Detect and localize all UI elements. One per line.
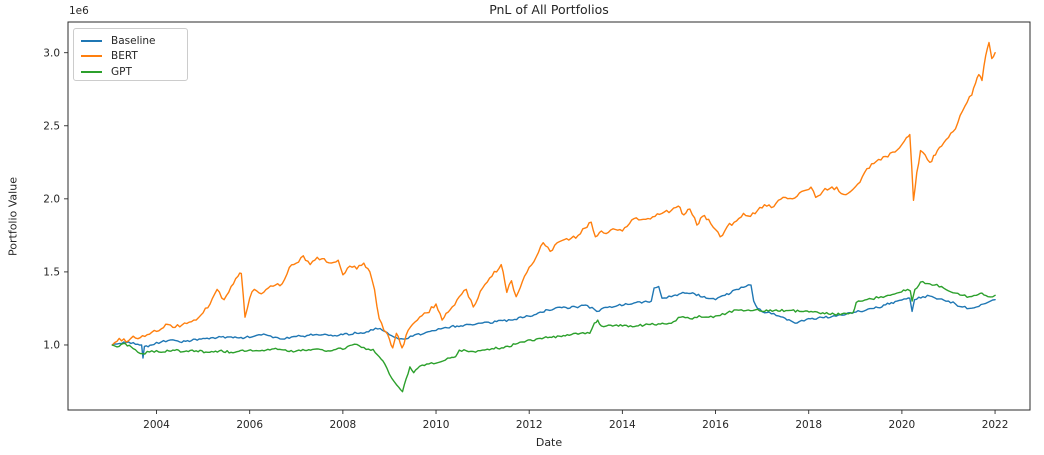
legend-label-gpt: GPT — [111, 65, 132, 78]
legend-swatch-gpt-line — [81, 70, 102, 73]
svg-text:2020: 2020 — [889, 419, 916, 431]
legend-swatch-baseline-line — [81, 39, 102, 42]
legend-label-baseline: Baseline — [111, 34, 156, 47]
legend-item-gpt: GPT — [81, 64, 187, 80]
y-axis-offset-label: 1e6 — [69, 5, 89, 17]
y-axis-label: Portfolio Value — [6, 177, 20, 256]
legend: Baseline BERT GPT — [73, 28, 188, 81]
svg-text:1.0: 1.0 — [43, 340, 60, 352]
legend-label-bert: BERT — [111, 50, 138, 63]
svg-text:2018: 2018 — [795, 419, 822, 431]
legend-item-baseline: Baseline — [81, 33, 187, 49]
svg-text:2.0: 2.0 — [43, 194, 60, 206]
svg-text:1.5: 1.5 — [43, 267, 60, 279]
svg-text:2004: 2004 — [143, 419, 170, 431]
svg-text:2016: 2016 — [702, 419, 729, 431]
svg-text:2012: 2012 — [516, 419, 543, 431]
legend-item-bert: BERT — [81, 49, 187, 65]
svg-text:2.5: 2.5 — [43, 120, 60, 132]
svg-text:2006: 2006 — [236, 419, 263, 431]
svg-text:3.0: 3.0 — [43, 47, 60, 59]
svg-text:2022: 2022 — [982, 419, 1009, 431]
x-axis-label: Date — [535, 436, 563, 449]
svg-text:2008: 2008 — [329, 419, 356, 431]
svg-text:2014: 2014 — [609, 419, 636, 431]
svg-text:2010: 2010 — [423, 419, 450, 431]
legend-swatch-bert-line — [81, 55, 102, 58]
chart-title: PnL of All Portfolios — [489, 2, 609, 17]
